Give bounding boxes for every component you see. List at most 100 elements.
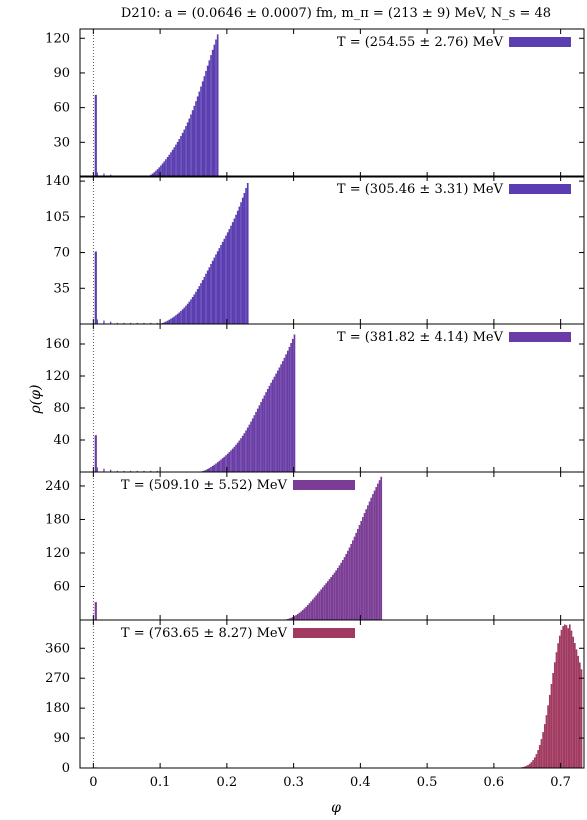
y-tick-label: 35 (53, 281, 70, 296)
histogram-bar (205, 70, 207, 177)
histogram-bar (168, 154, 171, 177)
histogram-bar (552, 673, 554, 768)
histogram-bar (201, 280, 204, 324)
histogram-bar (255, 411, 257, 472)
histogram-bar (343, 557, 346, 620)
histogram-bar (301, 609, 304, 620)
histogram-bar (558, 635, 561, 768)
histogram-bar (365, 509, 368, 620)
histogram-bar (527, 764, 529, 768)
histogram-bar (377, 483, 379, 620)
histogram-bar (580, 669, 583, 768)
legend-swatch (509, 332, 571, 342)
histogram-bar (143, 322, 145, 324)
histogram-bar (288, 618, 291, 620)
histogram-bar (156, 470, 158, 472)
histogram-bar (181, 309, 184, 324)
histogram-bar (308, 603, 311, 620)
histogram-bar (256, 408, 259, 472)
histogram-bar (233, 446, 236, 472)
histogram-bar (191, 110, 194, 177)
histogram-bar (195, 291, 197, 324)
histogram-bar (565, 625, 568, 768)
histogram-bar (370, 497, 373, 620)
y-tick-label: 90 (53, 66, 70, 81)
legend-swatch (293, 628, 355, 638)
histogram-bar (348, 547, 351, 620)
histogram-bar (160, 165, 162, 177)
legend-label: T = (509.10 ± 5.52) MeV (121, 478, 288, 493)
histogram-bar (243, 192, 246, 324)
x-tick-label: 0.3 (283, 775, 304, 790)
histogram-bar (175, 144, 177, 177)
histogram-bar (235, 444, 237, 472)
histogram-bar (206, 270, 209, 324)
histogram-bar (175, 315, 177, 324)
y-tick-label: 60 (53, 101, 70, 116)
histogram-bar (305, 606, 307, 620)
histogram-bar (116, 470, 118, 472)
histogram-bar (310, 601, 312, 620)
histogram-bar (225, 455, 227, 472)
histogram-bar (373, 490, 376, 620)
histogram-bar (562, 626, 564, 768)
x-tick-label: 0.7 (550, 775, 571, 790)
histogram-bar (230, 450, 232, 472)
y-tick-label: 30 (53, 135, 70, 150)
histogram-bar (170, 318, 172, 324)
histogram-bar (250, 421, 252, 472)
histogram-bar (295, 615, 297, 620)
histogram-bar (165, 159, 167, 177)
x-tick-label: 0.6 (484, 775, 505, 790)
histogram-bar (226, 232, 229, 324)
histogram-bar (555, 652, 558, 768)
histogram-bar (165, 321, 167, 324)
histogram-bar (158, 167, 161, 177)
panel-5: 0 0.1 0.2 0.3 0.4 0.5 0.6 0.7 0 90 180 270 360 T = (7… (45, 619, 585, 790)
histogram-bar (198, 286, 201, 324)
histogram-bar (200, 86, 202, 177)
histogram-bar (136, 470, 138, 472)
histogram-bar (547, 705, 549, 768)
histogram-bar (288, 346, 291, 472)
histogram-bar (110, 469, 112, 472)
histogram-bar (143, 470, 145, 472)
histogram-bar (338, 565, 341, 620)
histogram-bar (180, 136, 182, 177)
histogram-bar (215, 39, 217, 177)
histogram-bar (253, 415, 256, 472)
histogram-bar (216, 34, 219, 177)
histogram-bar (96, 467, 98, 473)
histogram-bar (185, 305, 187, 324)
histogram-bar (213, 464, 216, 472)
y-axis-label: ρ(φ) (28, 385, 44, 415)
histogram-bar (548, 694, 551, 768)
histogram-bar (130, 322, 132, 324)
histogram-bar (296, 614, 299, 620)
histogram-bar (213, 257, 216, 324)
histogram-bar (188, 301, 191, 324)
histogram-bar (306, 605, 309, 620)
panel-frame (79, 175, 585, 325)
histogram-bar (530, 762, 533, 768)
histogram-bar (573, 643, 576, 768)
histogram-bar (196, 96, 199, 177)
histogram-bar (200, 283, 202, 324)
histogram-bar (320, 589, 322, 620)
histogram-bar (353, 536, 356, 620)
histogram-bar (150, 322, 152, 324)
histogram-bar (281, 361, 284, 472)
histogram-bar (575, 649, 578, 768)
histogram-bar (211, 465, 214, 472)
panels-group: 30 60 90 120 T = (254.55 ± 2.76) MeV 35 70 105 1… (45, 28, 585, 790)
histogram-bar (286, 350, 289, 472)
histogram-bar (188, 118, 191, 177)
histogram-bar (280, 364, 282, 472)
histogram-bar (260, 402, 262, 472)
histogram-bar (171, 317, 174, 324)
histogram-spike (94, 435, 97, 472)
legend-label: T = (305.46 ± 3.31) MeV (337, 182, 504, 197)
histogram-bar (326, 581, 329, 620)
y-tick-label: 105 (45, 210, 70, 225)
legend-swatch (509, 37, 571, 47)
